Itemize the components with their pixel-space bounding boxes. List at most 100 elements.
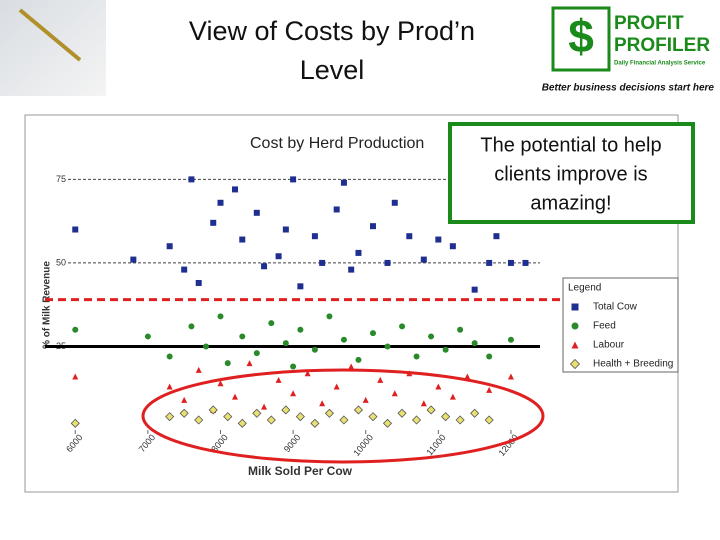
marker-circle [290, 363, 297, 370]
marker-square [507, 259, 514, 266]
marker-diamond [252, 408, 262, 418]
callout-text: clients improve is [494, 163, 647, 185]
marker-diamond [382, 418, 393, 428]
marker-square [130, 256, 137, 263]
marker-triangle [319, 400, 326, 407]
marker-square [195, 279, 202, 286]
marker-square [493, 233, 500, 240]
marker-triangle [195, 366, 202, 373]
marker-circle [239, 333, 246, 340]
legend-label: Labour [593, 340, 625, 351]
marker-diamond [281, 405, 291, 415]
marker-square [449, 243, 456, 250]
legend-label: Feed [593, 321, 616, 332]
logo-sub: Daily Financial Analysis Service [614, 61, 706, 67]
marker-triangle [377, 376, 384, 383]
legend-box [562, 277, 679, 373]
marker-diamond [310, 418, 320, 428]
marker-square [348, 266, 355, 273]
marker-square [253, 209, 260, 216]
marker-diamond [208, 405, 218, 415]
marker-square [290, 176, 297, 183]
marker-diamond [484, 415, 494, 425]
marker-diamond [569, 358, 581, 370]
marker-circle [217, 313, 224, 320]
legend-label: Health + Breeding [593, 359, 673, 370]
marker-diamond [165, 412, 175, 422]
marker-square [435, 236, 442, 243]
marker-square [420, 256, 427, 263]
marker-circle [355, 356, 362, 363]
y-tick-label: 75 [56, 174, 66, 184]
x-axis-label: Milk Sold Per Cow [248, 464, 353, 478]
marker-square [217, 199, 224, 206]
logo-text: PROFILER [614, 35, 710, 56]
marker-diamond [441, 412, 451, 422]
marker-diamond [353, 405, 364, 415]
y-tick-label: 50 [56, 257, 66, 267]
marker-circle [399, 323, 406, 330]
marker-diamond [470, 408, 480, 418]
legend-title: Legend [568, 283, 601, 294]
marker-diamond [237, 418, 247, 428]
marker-diamond [324, 408, 334, 418]
marker-circle [428, 333, 435, 340]
marker-square [261, 263, 268, 270]
marker-triangle [435, 383, 442, 390]
marker-square [471, 286, 478, 293]
logo-box [551, 6, 611, 72]
marker-square [275, 253, 282, 260]
marker-diamond [295, 412, 305, 422]
marker-circle [202, 343, 209, 350]
marker-circle [72, 326, 79, 333]
marker-circle [268, 320, 275, 327]
marker-square [384, 259, 391, 266]
marker-square [210, 219, 217, 226]
marker-circle [340, 336, 347, 343]
marker-circle [413, 353, 420, 360]
marker-diamond [194, 415, 204, 425]
marker-triangle [362, 396, 369, 403]
marker-triangle [232, 393, 239, 400]
marker-square [181, 266, 188, 273]
marker-square [486, 259, 493, 266]
marker-diamond [70, 418, 80, 428]
logo-icon: $ [568, 10, 594, 62]
marker-triangle [181, 396, 188, 403]
y-axis-label: % of Milk Revenue [42, 261, 53, 349]
slide-title: View of Costs by Prod’n [189, 16, 475, 46]
marker-diamond [455, 415, 465, 425]
callout-box [448, 122, 695, 224]
marker-triangle [333, 383, 340, 390]
marker-circle [253, 350, 260, 357]
marker-diamond [179, 408, 189, 418]
marker-square [311, 233, 318, 240]
marker-diamond [426, 405, 436, 415]
marker-circle [486, 353, 493, 360]
marker-triangle [275, 376, 282, 383]
marker-square [391, 199, 398, 206]
marker-square [319, 259, 326, 266]
logo-text: PROFIT [614, 13, 684, 34]
marker-square [166, 243, 173, 250]
marker-diamond [368, 412, 378, 422]
legend-label: Total Cow [593, 302, 638, 313]
marker-circle [507, 336, 514, 343]
marker-circle [297, 326, 304, 333]
marker-square [355, 249, 362, 256]
marker-triangle [420, 400, 427, 407]
marker-diamond [223, 412, 233, 422]
marker-triangle [507, 373, 514, 380]
tagline: Better business decisions start here [542, 83, 715, 94]
marker-circle [224, 360, 231, 367]
marker-triangle [217, 380, 224, 387]
marker-triangle [304, 370, 311, 377]
marker-square [369, 223, 376, 230]
marker-diamond [339, 415, 349, 425]
marker-circle [144, 333, 151, 340]
marker-square [297, 283, 304, 290]
marker-circle [571, 322, 579, 330]
marker-square [239, 236, 246, 243]
marker-triangle [449, 393, 456, 400]
marker-circle [282, 340, 289, 347]
